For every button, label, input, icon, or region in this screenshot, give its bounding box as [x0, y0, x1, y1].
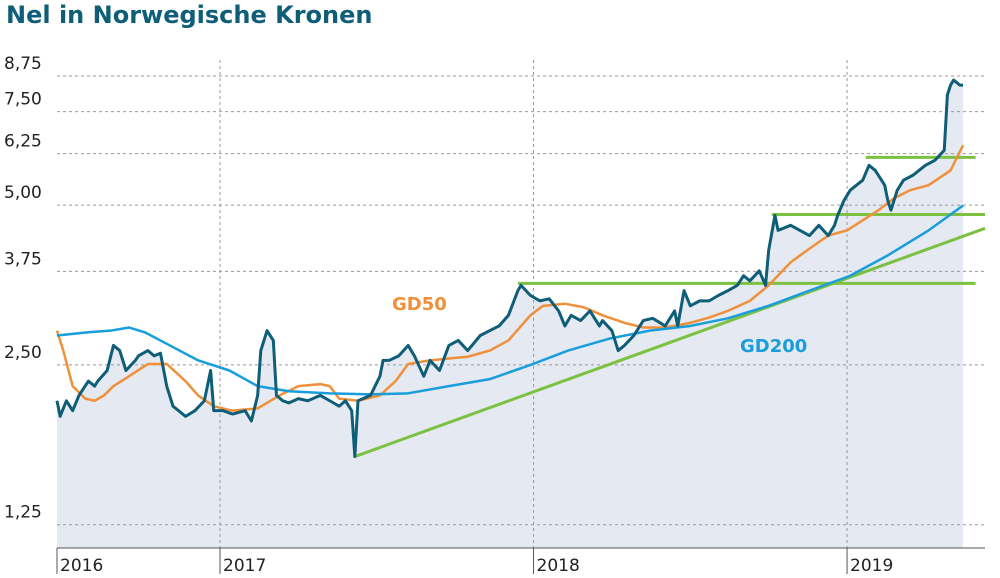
moving-average-line	[56, 204, 964, 396]
y-tick-label: 5,00	[4, 183, 42, 203]
y-tick-label: 3,75	[4, 249, 42, 269]
y-tick-label: 2,50	[4, 343, 42, 363]
price-line	[55, 78, 964, 459]
y-tick-label: 7,50	[4, 90, 42, 110]
y-tick-label: 1,25	[4, 503, 42, 523]
series-label: GD200	[740, 336, 807, 357]
x-tick-label: 2019	[850, 556, 893, 576]
chart-title: Nel in Norwegische Kronen	[6, 1, 372, 29]
x-tick-label: 2016	[60, 556, 103, 576]
moving-average-line	[55, 144, 965, 412]
y-tick-label: 8,75	[4, 54, 42, 74]
y-tick-label: 6,25	[4, 132, 42, 152]
x-tick-label: 2018	[537, 556, 580, 576]
support-line	[354, 226, 986, 458]
series-label: GD50	[392, 294, 447, 315]
x-tick-label: 2017	[223, 556, 266, 576]
